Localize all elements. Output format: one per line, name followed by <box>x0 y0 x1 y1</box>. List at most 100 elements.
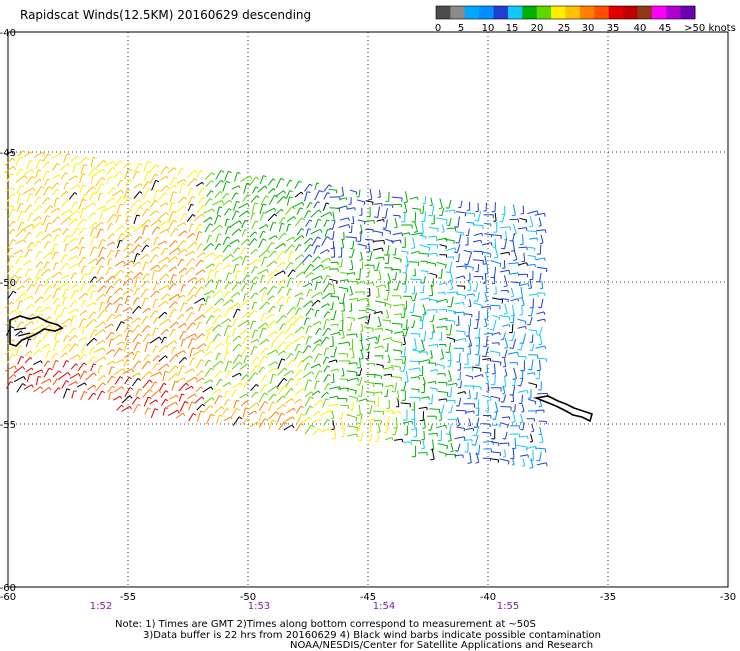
wind-barb-flag <box>155 382 157 384</box>
wind-barb <box>315 183 317 190</box>
wind-barb <box>152 227 157 235</box>
wind-barb-flag <box>248 194 251 196</box>
wind-barb-flag <box>140 207 143 209</box>
wind-barb <box>361 432 364 441</box>
wind-barb <box>492 235 502 236</box>
wind-barb <box>474 375 482 378</box>
wind-barb <box>521 378 523 386</box>
wind-barb <box>268 179 273 186</box>
wind-barb-flag <box>182 259 185 261</box>
wind-barb-flag <box>132 261 134 264</box>
wind-barb <box>134 254 137 263</box>
wind-barb-flag <box>454 340 455 343</box>
wind-barb <box>159 230 167 234</box>
wind-barb <box>439 309 447 310</box>
wind-barb-flag <box>339 303 343 304</box>
wind-barb <box>206 414 211 424</box>
wind-barb <box>113 297 121 304</box>
wind-barb <box>169 294 178 300</box>
wind-barb-flag <box>309 255 312 257</box>
wind-barb-flag <box>509 270 510 273</box>
wind-barb-flag <box>273 374 276 375</box>
wind-barb-flag <box>149 308 151 310</box>
wind-barb <box>482 243 491 245</box>
wind-barb-flag <box>360 350 363 351</box>
wind-barb-flag <box>491 243 492 246</box>
wind-barb-flag <box>77 211 79 214</box>
wind-barb-flag <box>200 224 203 225</box>
wind-barb <box>393 233 402 235</box>
wind-barb-flag <box>229 273 232 274</box>
wind-barb <box>123 289 132 295</box>
wind-barb-flag <box>246 356 249 357</box>
wind-barb <box>150 200 155 207</box>
wind-barb <box>287 408 294 413</box>
wind-barb <box>224 399 228 405</box>
wind-barb-flag <box>490 359 491 362</box>
wind-barb-flag <box>12 354 15 356</box>
wind-barb-flag <box>57 281 59 282</box>
wind-barb <box>324 185 330 192</box>
wind-barb-flag <box>227 408 229 410</box>
wind-barb <box>437 364 445 366</box>
wind-barb <box>106 314 112 322</box>
wind-barb <box>515 404 516 411</box>
wind-barb-flag <box>247 274 250 276</box>
wind-barb-flag <box>308 380 312 381</box>
wind-barb-flag <box>102 184 105 186</box>
legend-swatch <box>681 6 696 19</box>
wind-barb <box>495 202 496 212</box>
wind-barb <box>357 200 365 202</box>
wind-barb <box>312 292 321 297</box>
wind-barb <box>26 339 28 347</box>
wind-barb <box>466 411 474 412</box>
wind-barb-flag <box>192 402 195 403</box>
wind-barb-flag <box>290 180 292 181</box>
wind-barb-flag <box>85 194 87 195</box>
wind-barb-flag <box>409 233 410 236</box>
wind-barb-flag <box>114 206 116 209</box>
wind-barb-flag <box>317 183 319 184</box>
wind-barb-flag <box>23 367 25 370</box>
wind-barb <box>153 355 158 361</box>
wind-barb-flag <box>122 234 125 236</box>
wind-barb-flag <box>128 169 132 170</box>
wind-barb <box>44 286 50 295</box>
wind-barb <box>81 391 85 400</box>
legend-swatch <box>537 6 552 19</box>
wind-barb <box>305 380 308 390</box>
wind-barb <box>277 297 282 304</box>
wind-barb <box>278 351 284 355</box>
wind-barb-flag <box>112 332 115 334</box>
wind-barb <box>80 311 85 316</box>
wind-barb-flag <box>302 327 304 329</box>
wind-barb <box>350 323 352 331</box>
wind-barb <box>205 173 212 180</box>
wind-barb <box>34 278 39 288</box>
wind-barb <box>169 283 174 290</box>
wind-barb <box>107 376 112 383</box>
wind-barb <box>105 303 110 309</box>
wind-barb <box>297 228 301 235</box>
wind-barb <box>406 191 408 202</box>
wind-barb-flag <box>131 271 133 273</box>
wind-barb <box>269 251 274 257</box>
wind-barb <box>187 312 192 321</box>
wind-barb-flag <box>211 368 214 370</box>
wind-barb <box>142 317 146 325</box>
wind-barb <box>178 197 184 203</box>
wind-barb <box>250 321 253 329</box>
wind-barb <box>536 258 545 260</box>
wind-barb <box>504 359 505 367</box>
wind-barb-flag <box>257 357 259 359</box>
wind-barb <box>297 298 300 308</box>
wind-barb-flag <box>184 331 187 332</box>
wind-barb-flag <box>48 154 51 156</box>
wind-barb-flag <box>138 245 141 247</box>
wind-barb <box>531 434 533 442</box>
wind-barb-flag <box>55 244 58 245</box>
wind-barb <box>252 330 255 338</box>
wind-barb-flag <box>246 383 248 384</box>
wind-barb <box>94 169 103 175</box>
wind-barb <box>89 267 93 275</box>
